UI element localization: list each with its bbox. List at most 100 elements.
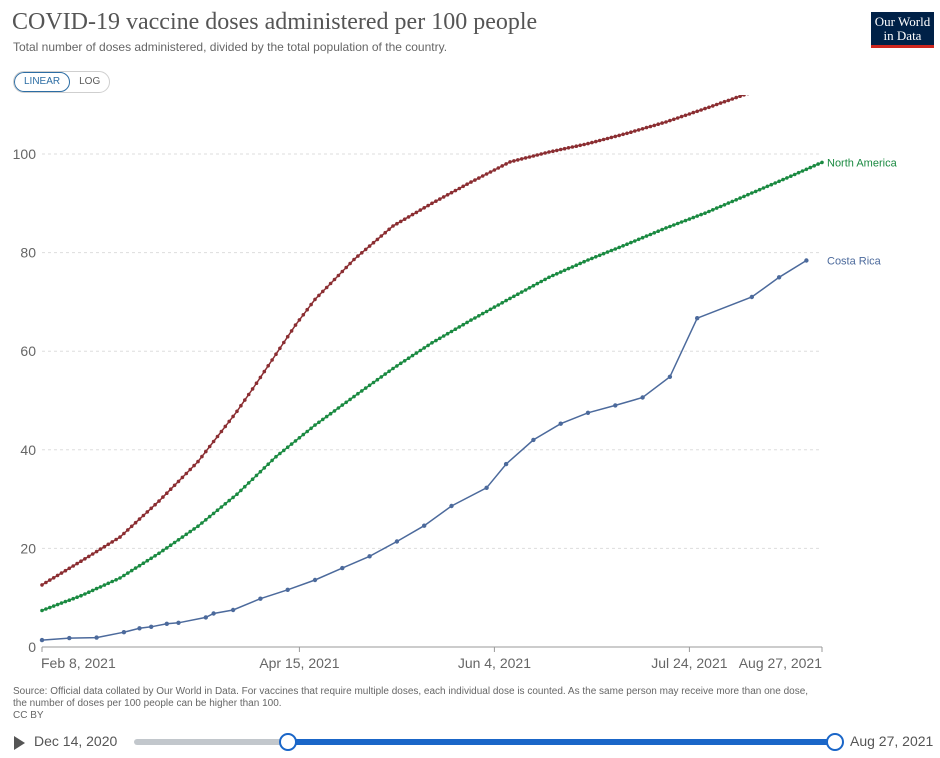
data-point-united-states xyxy=(406,215,411,219)
data-point-united-states xyxy=(363,247,368,252)
data-point-costa-rica xyxy=(340,565,345,571)
data-point-north-america xyxy=(480,311,485,316)
data-point-north-america xyxy=(418,348,423,353)
data-point-north-america xyxy=(262,466,267,470)
data-point-north-america xyxy=(804,167,809,172)
data-point-north-america xyxy=(547,275,551,280)
data-point-north-america xyxy=(196,524,200,528)
data-point-north-america xyxy=(636,237,641,242)
scale-toggle[interactable]: LINEAR LOG xyxy=(13,71,111,93)
data-point-north-america xyxy=(309,426,313,431)
data-point-north-america xyxy=(367,383,372,388)
data-point-north-america xyxy=(590,256,594,261)
data-point-united-states xyxy=(601,137,606,142)
data-point-united-states xyxy=(457,186,462,191)
owid-logo[interactable]: Our World in Data xyxy=(871,12,934,48)
data-point-north-america xyxy=(555,272,559,276)
series-costa-rica[interactable] xyxy=(39,258,809,643)
data-point-united-states xyxy=(161,495,165,499)
data-point-north-america xyxy=(282,448,286,453)
data-point-united-states xyxy=(200,454,204,459)
data-point-united-states xyxy=(539,152,543,156)
data-point-united-states xyxy=(297,318,302,322)
data-point-north-america xyxy=(800,169,805,173)
series-label-costa-rica[interactable]: Costa Rica xyxy=(827,255,882,267)
data-point-north-america xyxy=(83,592,87,596)
data-point-north-america xyxy=(683,218,688,223)
data-point-costa-rica xyxy=(558,421,563,426)
data-point-north-america xyxy=(406,356,411,361)
data-point-united-states xyxy=(488,170,493,174)
data-point-united-states xyxy=(188,467,192,472)
data-point-north-america xyxy=(664,226,668,230)
data-point-united-states xyxy=(414,210,419,215)
data-point-united-states xyxy=(597,138,602,143)
data-point-united-states xyxy=(305,307,310,312)
series-united-states[interactable] xyxy=(40,95,824,587)
data-point-north-america xyxy=(656,229,660,233)
data-point-north-america xyxy=(161,548,165,553)
data-point-north-america xyxy=(51,604,56,608)
data-point-north-america xyxy=(87,590,91,594)
data-point-north-america xyxy=(246,481,251,485)
data-point-united-states xyxy=(270,358,274,362)
data-point-costa-rica xyxy=(39,637,45,643)
data-point-north-america xyxy=(617,245,621,250)
data-point-north-america xyxy=(67,598,72,602)
data-point-united-states xyxy=(480,174,485,178)
data-point-north-america xyxy=(98,585,103,589)
data-point-costa-rica xyxy=(484,485,489,490)
play-icon[interactable] xyxy=(14,736,25,750)
data-point-united-states xyxy=(172,483,177,488)
data-point-north-america xyxy=(122,573,126,578)
data-point-united-states xyxy=(180,475,185,480)
data-point-north-america xyxy=(675,221,680,226)
data-point-united-states xyxy=(282,340,286,345)
data-point-united-states xyxy=(145,510,150,514)
data-point-united-states xyxy=(278,346,282,351)
data-point-north-america xyxy=(757,187,762,192)
data-point-united-states xyxy=(106,542,111,547)
data-point-united-states xyxy=(695,109,699,114)
data-point-costa-rica xyxy=(422,523,427,528)
data-point-united-states xyxy=(422,206,427,210)
data-point-north-america xyxy=(441,334,446,338)
data-point-north-america xyxy=(438,336,442,341)
data-point-united-states xyxy=(239,403,243,408)
data-point-united-states xyxy=(465,182,469,186)
data-point-united-states xyxy=(672,117,676,122)
data-point-united-states xyxy=(714,102,719,107)
data-point-north-america xyxy=(445,331,450,336)
data-point-united-states xyxy=(453,188,458,193)
data-point-north-america xyxy=(387,369,391,374)
data-point-united-states xyxy=(219,429,224,434)
data-point-north-america xyxy=(141,561,146,565)
series-label-north-america[interactable]: North America xyxy=(827,157,898,169)
data-point-north-america xyxy=(648,232,653,237)
data-point-north-america xyxy=(79,593,83,598)
data-point-united-states xyxy=(438,197,442,201)
data-point-united-states xyxy=(336,273,341,278)
linear-scale-button[interactable]: LINEAR xyxy=(14,72,71,92)
data-point-north-america xyxy=(582,259,586,264)
data-point-north-america xyxy=(348,397,352,402)
data-point-united-states xyxy=(157,499,161,503)
timeline-end-handle[interactable] xyxy=(826,733,844,751)
timeline-start-handle[interactable] xyxy=(279,733,297,751)
data-point-north-america xyxy=(750,191,754,195)
data-point-north-america xyxy=(816,162,820,166)
log-scale-button[interactable]: LOG xyxy=(79,76,101,87)
data-point-united-states xyxy=(285,334,290,339)
data-point-costa-rica xyxy=(211,611,216,616)
data-point-north-america xyxy=(461,322,466,327)
data-point-north-america xyxy=(40,608,44,613)
data-point-united-states xyxy=(258,375,263,380)
data-point-costa-rica xyxy=(449,503,454,509)
data-point-costa-rica xyxy=(667,374,673,379)
data-point-united-states xyxy=(426,203,430,208)
series-north-america[interactable] xyxy=(40,160,824,613)
data-point-united-states xyxy=(418,208,423,212)
timeline-selected-range[interactable] xyxy=(287,739,834,745)
data-point-united-states xyxy=(94,549,99,554)
data-point-united-states xyxy=(196,459,200,464)
